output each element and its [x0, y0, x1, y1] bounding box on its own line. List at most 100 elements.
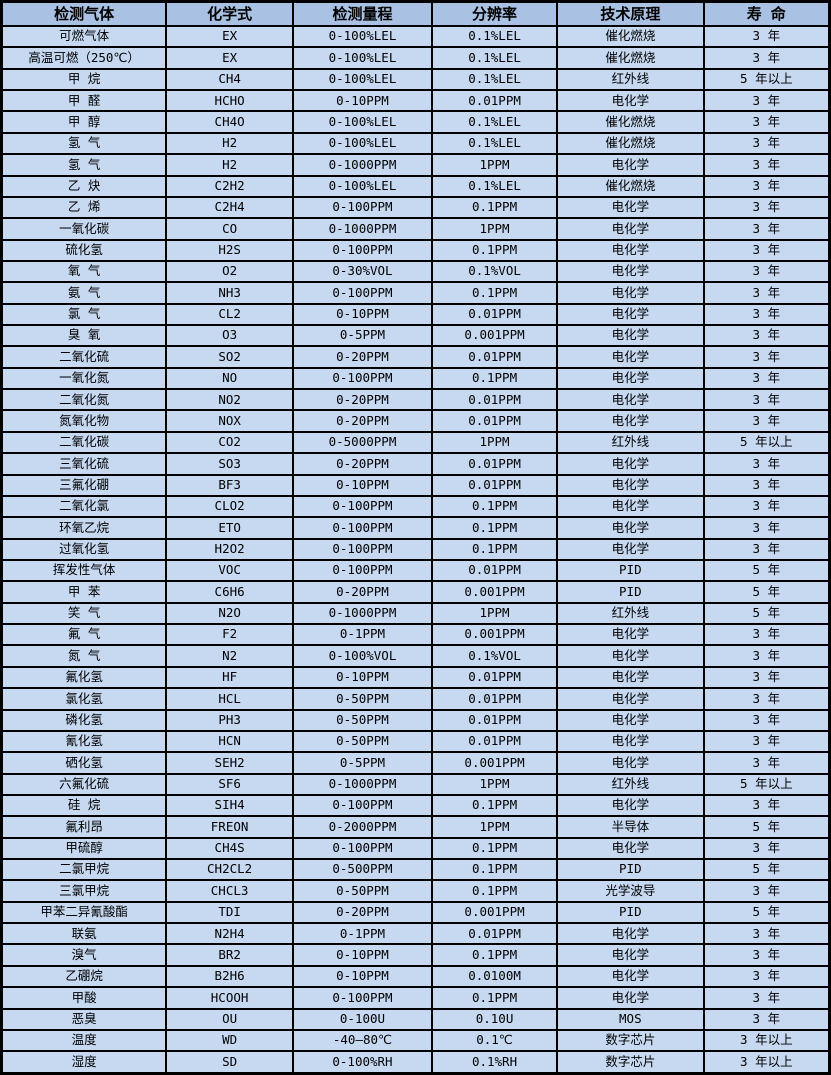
cell-formula: EX — [165, 46, 294, 70]
table-header: 检测气体 化学式 检测量程 分辨率 技术原理寿 命 — [0, 0, 831, 27]
cell-resolution: 0.1PPM — [431, 943, 559, 967]
cell-gas: 氮氧化物 — [0, 409, 168, 433]
cell-resolution: 1PPM — [431, 815, 559, 839]
cell-range: 0-30%VOL — [291, 259, 434, 284]
cell-principle: 电化学 — [556, 751, 705, 775]
column-header-resolution: 分辨率 — [431, 0, 559, 27]
table-row: 一氧化碳 CO 0-1000PPM 1PPM 电化学 3 年 — [0, 217, 831, 241]
cell-range: 0-100PPM — [291, 494, 434, 519]
cell-lifespan: 3 年 — [702, 366, 831, 391]
cell-gas: 磷化氢 — [0, 708, 168, 732]
cell-formula: HF — [165, 665, 294, 690]
cell-formula: EX — [165, 24, 294, 49]
table-row: 二氧化硫 SO2 0-20PPM 0.01PPM 电化学 3 年 — [0, 345, 831, 369]
cell-lifespan: 3 年 — [702, 153, 831, 177]
cell-range: 0-100PPM — [291, 558, 434, 583]
cell-principle: 电化学 — [556, 345, 705, 369]
cell-principle: 电化学 — [556, 494, 705, 519]
table-row: 氟化氢 HF 0-10PPM 0.01PPM 电化学 3 年 — [0, 665, 831, 690]
cell-resolution: 0.1%VOL — [431, 644, 559, 668]
cell-resolution: 0.1%LEL — [431, 24, 559, 49]
cell-lifespan: 3 年 — [702, 836, 831, 861]
cell-resolution: 1PPM — [431, 217, 559, 241]
cell-gas: 甲 苯 — [0, 580, 168, 604]
cell-gas: 湿度 — [0, 1050, 168, 1075]
cell-formula: NH3 — [165, 281, 294, 305]
cell-gas: 温度 — [0, 1028, 168, 1053]
cell-lifespan: 5 年 — [702, 580, 831, 604]
cell-principle: 电化学 — [556, 259, 705, 284]
cell-range: 0-100PPM — [291, 366, 434, 391]
cell-resolution: 0.01PPM — [431, 89, 559, 113]
cell-gas: 氮 气 — [0, 644, 168, 668]
cell-gas: 乙硼烷 — [0, 964, 168, 989]
cell-lifespan: 3 年 — [702, 986, 831, 1010]
cell-range: 0-20PPM — [291, 409, 434, 433]
cell-formula: BF3 — [165, 473, 294, 497]
table-row: 一氧化氮 NO 0-100PPM 0.1PPM 电化学 3 年 — [0, 366, 831, 391]
cell-gas: 一氧化氮 — [0, 366, 168, 391]
cell-gas: 二氯甲烷 — [0, 857, 168, 882]
cell-formula: H2S — [165, 238, 294, 262]
cell-resolution: 0.1%LEL — [431, 46, 559, 70]
cell-principle: 电化学 — [556, 665, 705, 690]
cell-formula: NO — [165, 366, 294, 391]
cell-formula: TDI — [165, 900, 294, 925]
cell-lifespan: 3 年 — [702, 195, 831, 220]
cell-gas: 氰化氢 — [0, 729, 168, 754]
cell-resolution: 0.01PPM — [431, 409, 559, 433]
cell-resolution: 0.01PPM — [431, 345, 559, 369]
cell-resolution: 0.0100M — [431, 964, 559, 989]
cell-gas: 氟化氢 — [0, 665, 168, 690]
cell-range: 0-1PPM — [291, 922, 434, 946]
cell-principle: 催化燃烧 — [556, 46, 705, 70]
cell-resolution: 0.1PPM — [431, 516, 559, 540]
cell-gas: 氟利昂 — [0, 815, 168, 839]
cell-lifespan: 3 年 — [702, 1007, 831, 1031]
cell-gas: 可燃气体 — [0, 24, 168, 49]
cell-range: 0-10PPM — [291, 964, 434, 989]
cell-formula: N2 — [165, 644, 294, 668]
cell-lifespan: 3 年 — [702, 217, 831, 241]
cell-range: 0-1000PPM — [291, 601, 434, 626]
cell-principle: 电化学 — [556, 388, 705, 412]
cell-principle: 电化学 — [556, 473, 705, 497]
table-row: 氢 气 H2 0-1000PPM 1PPM 电化学 3 年 — [0, 153, 831, 177]
cell-resolution: 0.1%VOL — [431, 259, 559, 284]
cell-resolution: 0.1PPM — [431, 857, 559, 882]
table-row: 氟利昂 FREON 0-2000PPM 1PPM 半导体 5 年 — [0, 815, 831, 839]
cell-resolution: 0.1PPM — [431, 494, 559, 519]
cell-formula: CH2CL2 — [165, 857, 294, 882]
cell-lifespan: 3 年以上 — [702, 1050, 831, 1075]
table-row: 可燃气体 EX 0-100%LEL 0.1%LEL 催化燃烧 3 年 — [0, 24, 831, 49]
cell-lifespan: 3 年 — [702, 259, 831, 284]
cell-lifespan: 3 年 — [702, 623, 831, 647]
cell-lifespan: 3 年 — [702, 665, 831, 690]
table-row: 氮 气 N2 0-100%VOL 0.1%VOL 电化学 3 年 — [0, 644, 831, 668]
cell-formula: FREON — [165, 815, 294, 839]
table-row: 湿度 SD 0-100%RH 0.1%RH 数字芯片 3 年以上 — [0, 1050, 831, 1075]
cell-range: 0-100%LEL — [291, 24, 434, 49]
cell-lifespan: 3 年 — [702, 238, 831, 262]
cell-principle: 电化学 — [556, 836, 705, 861]
cell-principle: 电化学 — [556, 452, 705, 476]
cell-range: 0-5000PPM — [291, 430, 434, 455]
cell-range: 0-100PPM — [291, 537, 434, 562]
cell-lifespan: 5 年 — [702, 558, 831, 583]
cell-principle: 电化学 — [556, 922, 705, 946]
cell-range: 0-10PPM — [291, 89, 434, 113]
cell-lifespan: 3 年 — [702, 494, 831, 519]
cell-principle: 电化学 — [556, 217, 705, 241]
cell-range: 0-10PPM — [291, 302, 434, 327]
cell-principle: 电化学 — [556, 793, 705, 818]
cell-gas: 臭 氧 — [0, 324, 168, 348]
table-row: 乙 烯 C2H4 0-100PPM 0.1PPM 电化学 3 年 — [0, 195, 831, 220]
cell-principle: 催化燃烧 — [556, 174, 705, 198]
cell-range: 0-100%LEL — [291, 67, 434, 92]
cell-gas: 甲硫醇 — [0, 836, 168, 861]
cell-gas: 挥发性气体 — [0, 558, 168, 583]
cell-principle: 电化学 — [556, 195, 705, 220]
cell-principle: 光学波导 — [556, 879, 705, 903]
table-row: 硒化氢 SEH2 0-5PPM 0.001PPM 电化学 3 年 — [0, 751, 831, 775]
cell-range: 0-1000PPM — [291, 217, 434, 241]
